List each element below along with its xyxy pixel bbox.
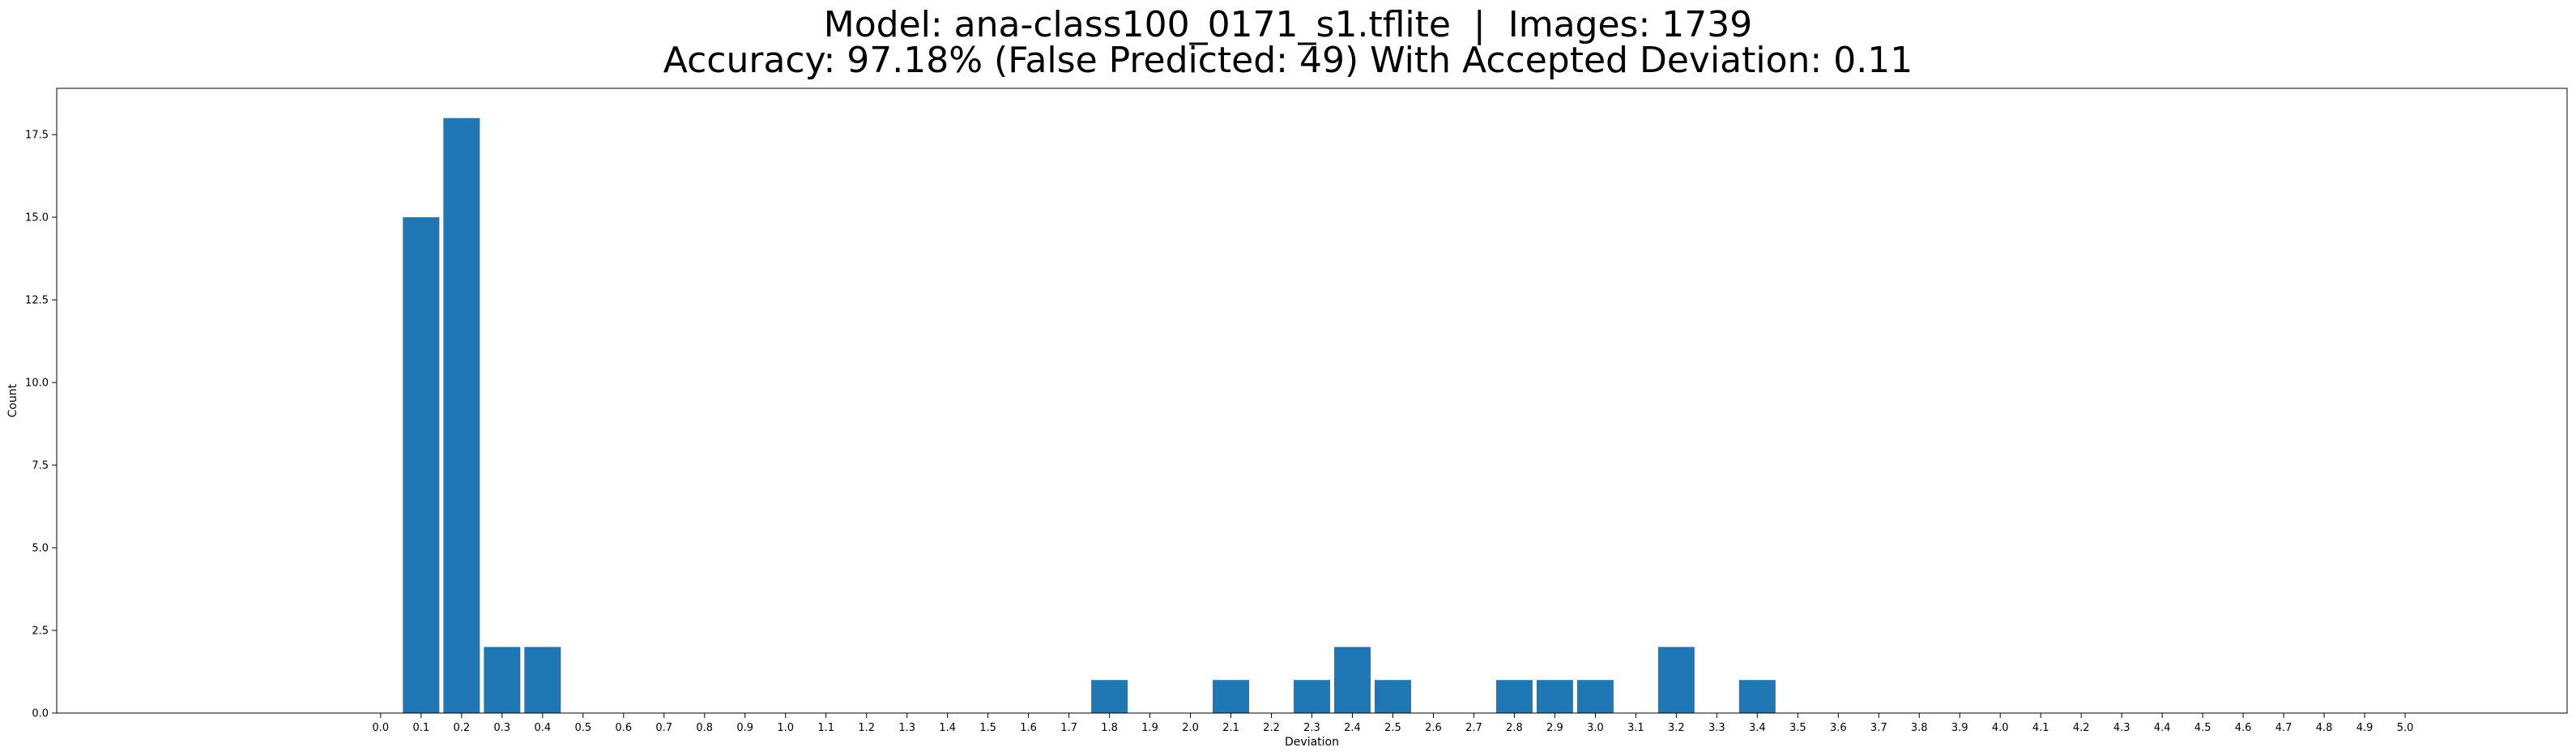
bar bbox=[1657, 647, 1695, 713]
x-tick-label: 3.8 bbox=[1911, 722, 1928, 734]
y-tick-label: 7.5 bbox=[32, 460, 49, 472]
x-tick-label: 4.6 bbox=[2235, 722, 2252, 734]
bar bbox=[1213, 680, 1250, 713]
x-axis-label: Deviation bbox=[1285, 736, 1339, 749]
x-tick-label: 3.0 bbox=[1587, 722, 1604, 734]
x-tick-label: 3.5 bbox=[1789, 722, 1806, 734]
bar bbox=[1333, 647, 1371, 713]
x-tick-label: 2.3 bbox=[1303, 722, 1320, 734]
x-tick-label: 0.3 bbox=[493, 722, 510, 734]
bar bbox=[1294, 680, 1330, 713]
bar bbox=[524, 647, 561, 713]
y-axis-label: Count bbox=[6, 383, 19, 417]
x-tick-label: 2.4 bbox=[1344, 722, 1361, 734]
x-tick-label: 0.7 bbox=[655, 722, 672, 734]
x-tick-label: 1.4 bbox=[939, 722, 956, 734]
x-tick-label: 5.0 bbox=[2397, 722, 2414, 734]
x-tick-label: 1.9 bbox=[1141, 722, 1158, 734]
x-tick-label: 0.2 bbox=[453, 722, 470, 734]
x-tick-label: 4.4 bbox=[2154, 722, 2171, 734]
x-tick-label: 3.1 bbox=[1627, 722, 1644, 734]
x-tick-label: 1.8 bbox=[1101, 722, 1118, 734]
x-tick-label: 4.7 bbox=[2275, 722, 2292, 734]
bar bbox=[403, 217, 440, 714]
x-tick-label: 1.2 bbox=[858, 722, 875, 734]
chart-title: Model: ana-class100_0171_s1.tflite | Ima… bbox=[823, 4, 1753, 45]
bar bbox=[1495, 680, 1533, 713]
y-tick-label: 10.0 bbox=[25, 378, 49, 390]
x-tick-label: 2.2 bbox=[1263, 722, 1280, 734]
bar bbox=[443, 117, 480, 713]
x-tick-label: 1.7 bbox=[1060, 722, 1077, 734]
x-tick-label: 0.0 bbox=[373, 722, 390, 734]
x-tick-label: 2.1 bbox=[1222, 722, 1239, 734]
x-tick-label: 3.4 bbox=[1749, 722, 1766, 734]
x-tick-label: 1.6 bbox=[1020, 722, 1037, 734]
bar bbox=[1576, 680, 1614, 713]
x-tick-label: 4.1 bbox=[2032, 722, 2049, 734]
y-tick-label: 15.0 bbox=[25, 212, 49, 224]
x-tick-label: 1.1 bbox=[817, 722, 834, 734]
x-tick-label: 2.7 bbox=[1465, 722, 1482, 734]
x-tick-label: 3.7 bbox=[1870, 722, 1887, 734]
x-tick-label: 1.0 bbox=[777, 722, 794, 734]
y-tick-label: 2.5 bbox=[32, 626, 49, 638]
bars-group bbox=[403, 117, 1776, 714]
x-tick-label: 2.9 bbox=[1546, 722, 1563, 734]
x-tick-label: 0.9 bbox=[736, 722, 753, 734]
x-tick-label: 2.6 bbox=[1425, 722, 1442, 734]
x-tick-label: 2.0 bbox=[1182, 722, 1199, 734]
x-tick-label: 3.2 bbox=[1668, 722, 1685, 734]
x-tick-label: 4.5 bbox=[2194, 722, 2211, 734]
y-tick-label: 17.5 bbox=[25, 130, 49, 142]
x-tick-label: 0.6 bbox=[615, 722, 632, 734]
x-tick-label: 4.3 bbox=[2113, 722, 2130, 734]
bar bbox=[1091, 680, 1128, 713]
x-tick-label: 4.8 bbox=[2316, 722, 2333, 734]
x-tick-label: 3.6 bbox=[1830, 722, 1847, 734]
x-tick-label: 2.8 bbox=[1506, 722, 1523, 734]
y-tick-label: 12.5 bbox=[25, 295, 49, 307]
x-tick-label: 1.3 bbox=[898, 722, 915, 734]
bar bbox=[484, 647, 521, 713]
x-tick-label: 4.2 bbox=[2073, 722, 2090, 734]
bar bbox=[1738, 680, 1776, 713]
x-tick-label: 3.9 bbox=[1951, 722, 1968, 734]
y-tick-label: 0.0 bbox=[32, 708, 49, 720]
chart-subtitle: Accuracy: 97.18% (False Predicted: 49) W… bbox=[663, 40, 1913, 81]
axes-group: 0.0 0.1 0.2 0.3 0.4 0.5 0.6 0.7 0.8 0.9 1.0 1.1 1.2 1… bbox=[25, 88, 2568, 734]
x-tick-label: 0.4 bbox=[534, 722, 551, 734]
x-tick-label: 4.9 bbox=[2356, 722, 2373, 734]
x-tick-label: 0.8 bbox=[696, 722, 713, 734]
x-tick-label: 3.3 bbox=[1708, 722, 1725, 734]
x-tick-label: 1.5 bbox=[979, 722, 996, 734]
y-tick-label: 5.0 bbox=[32, 543, 49, 555]
x-tick-label: 0.5 bbox=[574, 722, 591, 734]
bar bbox=[1374, 680, 1411, 713]
bar bbox=[1536, 680, 1573, 713]
x-tick-label: 2.5 bbox=[1384, 722, 1401, 734]
x-tick-label: 0.1 bbox=[413, 722, 430, 734]
x-tick-label: 4.0 bbox=[1992, 722, 2009, 734]
